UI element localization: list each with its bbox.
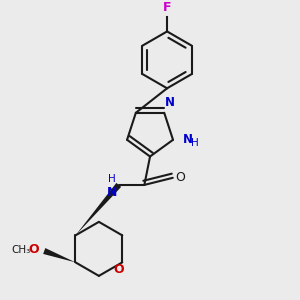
Text: H: H xyxy=(191,138,199,148)
Text: N: N xyxy=(107,186,117,199)
Text: O: O xyxy=(175,171,185,184)
Text: N: N xyxy=(183,133,193,146)
Text: N: N xyxy=(165,95,175,109)
Text: F: F xyxy=(163,2,171,14)
Polygon shape xyxy=(76,183,121,236)
Polygon shape xyxy=(43,248,76,262)
Text: O: O xyxy=(113,262,124,276)
Text: CH₃: CH₃ xyxy=(11,244,31,255)
Text: H: H xyxy=(108,173,116,184)
Text: O: O xyxy=(28,243,39,256)
